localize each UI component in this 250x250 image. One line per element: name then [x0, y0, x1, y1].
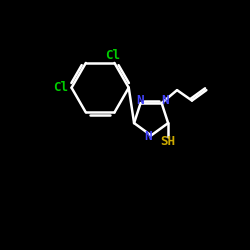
Text: SH: SH — [161, 135, 176, 148]
Text: N: N — [161, 94, 168, 106]
Text: Cl: Cl — [53, 81, 68, 94]
Text: N: N — [144, 130, 152, 143]
Text: N: N — [136, 94, 144, 106]
Text: Cl: Cl — [105, 50, 120, 62]
